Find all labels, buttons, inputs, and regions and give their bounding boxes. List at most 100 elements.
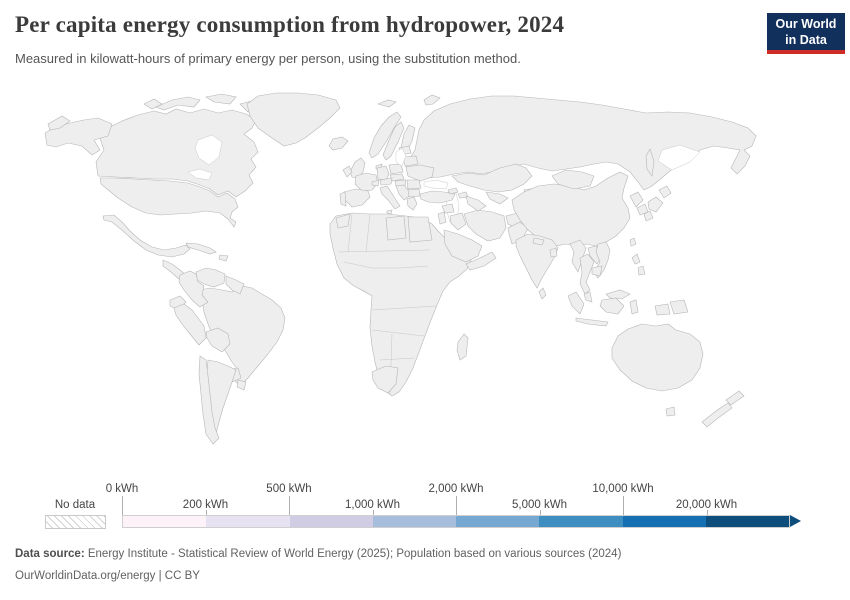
country-israel-jordan[interactable] xyxy=(437,211,447,225)
country-philippines-2[interactable] xyxy=(637,265,646,276)
country-new-zealand-north[interactable] xyxy=(725,390,745,406)
country-czech-slovakia[interactable] xyxy=(389,173,405,182)
legend-tick-line xyxy=(623,496,624,515)
country-peru[interactable] xyxy=(173,303,207,346)
footer-datasource-text: Energy Institute - Statistical Review of… xyxy=(84,548,622,560)
country-uruguay[interactable] xyxy=(236,379,247,391)
country-cuba[interactable] xyxy=(185,242,217,255)
country-iran[interactable] xyxy=(463,209,507,242)
country-philippines-1[interactable] xyxy=(631,253,641,265)
page-subtitle: Measured in kilowatt-hours of primary en… xyxy=(15,51,521,66)
country-venezuela[interactable] xyxy=(195,267,226,288)
country-svalbard[interactable] xyxy=(377,99,397,108)
country-poland[interactable] xyxy=(388,163,404,175)
country-chile[interactable] xyxy=(198,355,220,445)
country-uk[interactable] xyxy=(349,157,366,179)
country-thailand[interactable] xyxy=(579,253,595,295)
country-mongolia[interactable] xyxy=(551,169,595,190)
country-italy[interactable] xyxy=(379,185,401,210)
country-georgia[interactable] xyxy=(447,187,459,195)
country-novaya-zemlya[interactable] xyxy=(423,94,441,106)
country-syria[interactable] xyxy=(441,203,455,214)
country-chukotka[interactable] xyxy=(47,115,71,131)
country-papua-new-guinea[interactable] xyxy=(669,299,689,315)
country-malaysia-borneo[interactable] xyxy=(605,289,631,300)
country-canada[interactable] xyxy=(95,108,259,198)
country-iceland[interactable] xyxy=(328,136,349,151)
country-greece[interactable] xyxy=(406,196,418,211)
country-new-zealand-south[interactable] xyxy=(701,402,733,428)
country-kazakhstan[interactable] xyxy=(451,163,533,193)
country-japan-honshu[interactable] xyxy=(647,196,664,213)
country-colombia[interactable] xyxy=(178,270,209,308)
country-myanmar[interactable] xyxy=(569,239,587,273)
legend-segment[interactable] xyxy=(123,516,207,527)
country-malaysia-peninsular[interactable] xyxy=(583,291,593,303)
country-iraq[interactable] xyxy=(449,212,467,231)
country-yemen-oman[interactable] xyxy=(465,251,497,271)
country-france[interactable] xyxy=(354,172,379,192)
legend-segment[interactable] xyxy=(622,516,706,527)
country-bolivia[interactable] xyxy=(205,327,231,353)
country-switzerland[interactable] xyxy=(371,179,380,187)
country-canada-island-4[interactable] xyxy=(143,98,163,110)
country-hispaniola[interactable] xyxy=(218,254,229,262)
legend-segment[interactable] xyxy=(456,516,540,527)
legend-segment[interactable] xyxy=(289,516,373,527)
country-libya[interactable] xyxy=(385,215,407,241)
legend-segment[interactable] xyxy=(705,516,789,527)
country-portugal[interactable] xyxy=(339,191,347,207)
country-sweden[interactable] xyxy=(382,121,405,161)
country-mexico[interactable] xyxy=(102,214,191,258)
country-guyanas[interactable] xyxy=(225,275,245,295)
country-japan-hokkaido[interactable] xyxy=(658,185,672,199)
country-bangladesh[interactable] xyxy=(549,247,558,258)
country-taiwan[interactable] xyxy=(629,237,637,247)
country-usa[interactable] xyxy=(99,177,239,228)
country-tasmania[interactable] xyxy=(665,406,676,417)
country-canada-island-2[interactable] xyxy=(205,93,237,105)
country-cambodia[interactable] xyxy=(591,265,603,277)
legend-segment[interactable] xyxy=(206,516,290,527)
legend-segment[interactable] xyxy=(372,516,456,527)
country-spain[interactable] xyxy=(343,188,371,208)
country-ireland[interactable] xyxy=(342,165,353,178)
country-java[interactable] xyxy=(575,317,609,327)
country-sicily[interactable] xyxy=(386,209,393,215)
country-morocco[interactable] xyxy=(335,213,351,229)
country-austria[interactable] xyxy=(379,177,393,186)
country-south-africa[interactable] xyxy=(371,365,399,394)
legend-segment[interactable] xyxy=(539,516,623,527)
country-west-papua[interactable] xyxy=(654,303,671,316)
country-japan-kyushu[interactable] xyxy=(643,210,654,222)
country-canada-island-1[interactable] xyxy=(155,96,201,111)
owid-logo[interactable]: Our World in Data xyxy=(767,13,845,54)
country-uzbekistan[interactable] xyxy=(485,191,509,205)
baltic-sea xyxy=(395,147,407,167)
country-belarus[interactable] xyxy=(402,155,419,167)
country-north-korea[interactable] xyxy=(629,191,644,208)
country-kalimantan[interactable] xyxy=(599,297,625,315)
country-india[interactable] xyxy=(515,233,559,289)
country-sulawesi[interactable] xyxy=(629,299,639,315)
country-nepal[interactable] xyxy=(532,237,545,246)
country-norway[interactable] xyxy=(368,111,402,159)
legend-no-data-swatch[interactable] xyxy=(45,515,106,529)
country-germany[interactable] xyxy=(376,165,390,181)
country-greenland[interactable] xyxy=(246,92,341,147)
country-turkmenistan[interactable] xyxy=(465,195,487,212)
country-saudi-arabia[interactable] xyxy=(443,229,483,263)
country-madagascar[interactable] xyxy=(456,333,469,361)
country-west-balkans[interactable] xyxy=(395,184,410,201)
country-sri-lanka[interactable] xyxy=(538,287,547,300)
country-turkey[interactable] xyxy=(419,190,456,204)
sea-of-okhotsk xyxy=(657,144,701,171)
country-sakhalin[interactable] xyxy=(645,148,655,177)
country-ukraine[interactable] xyxy=(405,164,435,182)
country-egypt[interactable] xyxy=(407,216,433,243)
footer-link-line[interactable]: OurWorldinData.org/energy | CC BY xyxy=(15,570,200,582)
country-sumatra[interactable] xyxy=(567,291,585,315)
country-australia[interactable] xyxy=(611,323,704,392)
country-romania[interactable] xyxy=(406,179,422,190)
